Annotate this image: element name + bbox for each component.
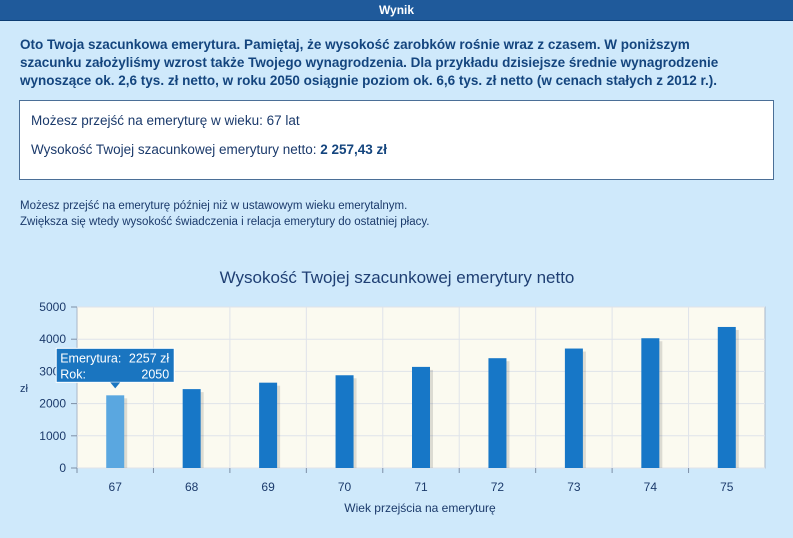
x-tick-label: 74 [644, 480, 658, 494]
tooltip-box [55, 347, 175, 383]
x-axis-label: Wiek przejścia na emeryturę [344, 501, 496, 515]
y-axis-label: zł [20, 383, 29, 395]
later-retirement-note: Możesz przejść na emeryturę później niż … [20, 198, 780, 230]
bar [335, 375, 354, 468]
pension-amount-label: Wysokość Twojej szacunkowej emerytury ne… [31, 142, 321, 157]
bar [182, 389, 201, 468]
tooltip-label: Emerytura: [60, 351, 121, 365]
intro-line: szacunku założyliśmy wzrost także Twojeg… [20, 55, 719, 70]
tooltip-label: Rok: [60, 367, 86, 381]
x-tick-label: 73 [567, 480, 581, 494]
tooltip-pointer [110, 382, 121, 389]
bar [488, 358, 507, 468]
intro-line: Oto Twoja szacunkowa emerytura. Pamiętaj… [20, 37, 690, 52]
result-header: Wynik [0, 0, 793, 21]
bar [564, 348, 583, 468]
bar [259, 382, 278, 468]
pension-amount-line: Wysokość Twojej szacunkowej emerytury ne… [31, 142, 387, 157]
bar [717, 326, 736, 468]
x-tick-label: 70 [338, 480, 352, 494]
retirement-age-text: Możesz przejść na emeryturę w wieku: 67 … [31, 113, 300, 128]
note-line: Zwiększa się wtedy wysokość świadczenia … [20, 216, 430, 228]
bar [106, 395, 125, 468]
y-tick-label: 2000 [39, 397, 66, 411]
chart-tooltip: Emerytura: 2257 zł Rok: 2050 [55, 347, 175, 389]
result-summary-box: Możesz przejść na emeryturę w wieku: 67 … [19, 100, 774, 180]
chart-title: Wysokość Twojej szacunkowej emerytury ne… [220, 268, 575, 287]
bar [412, 366, 430, 468]
y-tick-label: 5000 [39, 300, 66, 314]
bars [106, 326, 739, 468]
intro-text: Oto Twoja szacunkowa emerytura. Pamiętaj… [20, 36, 780, 90]
x-tick-label: 72 [491, 480, 505, 494]
x-tick-label: 67 [109, 480, 123, 494]
x-tick-label: 69 [261, 480, 275, 494]
y-tick-label: 1000 [39, 429, 66, 443]
pension-chart: Wysokość Twojej szacunkowej emerytury ne… [20, 268, 766, 515]
tooltip-value: 2050 [141, 367, 169, 381]
y-tick-label: 0 [59, 461, 66, 475]
y-tick-label: 4000 [39, 332, 66, 346]
result-header-title: Wynik [378, 3, 415, 17]
tooltip-value: 2257 zł [129, 351, 170, 365]
note-line: Możesz przejść na emeryturę później niż … [20, 200, 408, 212]
bar [641, 338, 660, 468]
x-tick-label: 71 [414, 480, 428, 494]
x-tick-label: 68 [185, 480, 199, 494]
x-tick-label: 75 [720, 480, 734, 494]
pension-amount-value: 2 257,43 zł [320, 142, 388, 157]
intro-line: wynoszące ok. 2,6 tys. zł netto, w roku … [20, 73, 717, 88]
